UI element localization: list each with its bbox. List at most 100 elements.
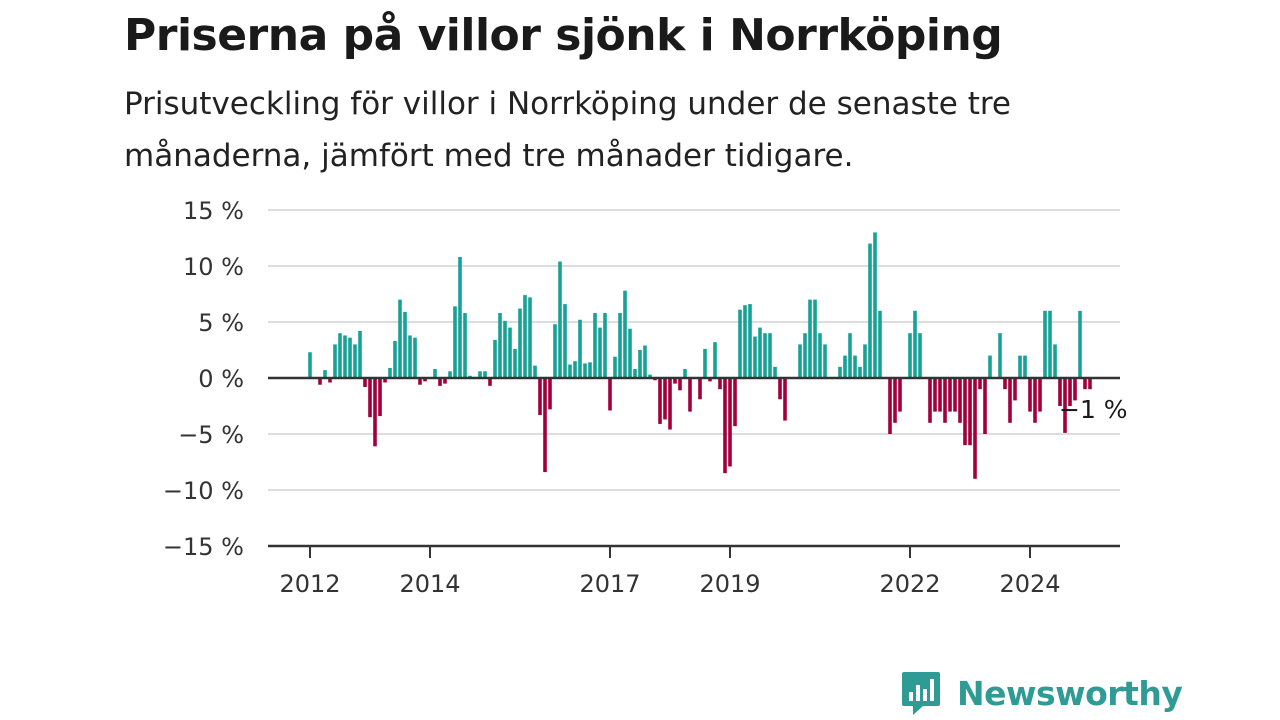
bar <box>463 313 467 378</box>
chart-title: Priserna på villor sjönk i Norrköping <box>124 10 1003 61</box>
bar <box>698 378 702 400</box>
bar <box>973 378 977 479</box>
bar <box>418 378 422 385</box>
bar <box>753 336 757 378</box>
bar <box>1078 310 1082 378</box>
bar <box>603 313 607 378</box>
bar <box>843 355 847 378</box>
x-axis-ticks: 2012 2014 2017 2019 2022 2024 <box>279 546 1061 598</box>
bar <box>333 344 337 378</box>
y-tick-label: 0 % <box>198 365 244 393</box>
bar <box>1023 355 1027 378</box>
bar <box>738 309 742 378</box>
grid-lines <box>268 209 1120 491</box>
bar <box>983 378 987 434</box>
bar <box>998 333 1002 378</box>
bar <box>1013 378 1017 401</box>
bar <box>663 378 667 420</box>
bar <box>1003 378 1007 390</box>
bar <box>1083 378 1087 390</box>
bar <box>308 352 312 378</box>
bar <box>703 348 707 378</box>
x-tick-label: 2019 <box>699 570 760 598</box>
bar <box>1063 378 1067 433</box>
bar <box>858 366 862 378</box>
bar <box>838 366 842 378</box>
bar <box>363 378 367 387</box>
bar <box>778 378 782 400</box>
bar <box>448 371 452 378</box>
bar <box>868 243 872 378</box>
bar <box>538 378 542 415</box>
bar <box>318 378 322 385</box>
bar <box>743 305 747 378</box>
bar <box>548 378 552 410</box>
bar <box>948 378 952 412</box>
bar <box>453 306 457 378</box>
bar <box>943 378 947 423</box>
bar <box>773 366 777 378</box>
bar <box>433 369 437 378</box>
bar <box>368 378 372 418</box>
bar <box>393 341 397 378</box>
bar <box>478 371 482 378</box>
bar <box>613 356 617 378</box>
bar <box>623 290 627 378</box>
bar <box>758 327 762 378</box>
bar <box>578 319 582 378</box>
newsworthy-logo: Newsworthy <box>901 668 1183 718</box>
bar <box>483 371 487 378</box>
bar <box>383 378 387 383</box>
bar <box>518 308 522 378</box>
bar <box>878 310 882 378</box>
bar <box>423 378 427 382</box>
bar <box>803 333 807 378</box>
bar <box>808 299 812 378</box>
bar <box>908 333 912 378</box>
bar <box>918 333 922 378</box>
bar <box>913 310 917 378</box>
bar <box>563 304 567 378</box>
bar <box>873 232 877 378</box>
bar <box>853 355 857 378</box>
bar <box>488 378 492 386</box>
bar <box>848 333 852 378</box>
bar <box>573 361 577 378</box>
bar <box>938 378 942 412</box>
bar <box>678 378 682 391</box>
x-tick-label: 2022 <box>879 570 940 598</box>
bar <box>458 257 462 378</box>
bar <box>403 311 407 378</box>
bar <box>1048 310 1052 378</box>
bar <box>408 335 412 378</box>
bar <box>963 378 967 446</box>
bar <box>388 367 392 378</box>
bar-chart: 15 %10 %5 %0 %−5 %−10 %−15 % 2012 2014 201… <box>163 197 1128 598</box>
bar <box>958 378 962 423</box>
bar <box>1068 378 1072 406</box>
bar <box>1008 378 1012 423</box>
bar <box>583 363 587 378</box>
bar <box>978 378 982 390</box>
bar <box>398 299 402 378</box>
bar <box>733 378 737 427</box>
bar <box>713 342 717 378</box>
bar <box>508 327 512 378</box>
bar <box>768 333 772 378</box>
bar <box>633 369 637 378</box>
bar <box>668 378 672 430</box>
x-tick-label: 2024 <box>999 570 1060 598</box>
bar <box>763 333 767 378</box>
bar <box>988 355 992 378</box>
bar <box>618 313 622 378</box>
bar <box>673 378 677 384</box>
y-axis-ticks: 15 % 10 % 5 % 0 % −5 % −10 % −15 % <box>163 197 244 561</box>
bar <box>588 362 592 378</box>
bar <box>1053 344 1057 378</box>
bar <box>638 350 642 378</box>
bar <box>968 378 972 446</box>
bar <box>353 344 357 378</box>
bar <box>1033 378 1037 423</box>
bar <box>343 335 347 378</box>
bar <box>1028 378 1032 412</box>
